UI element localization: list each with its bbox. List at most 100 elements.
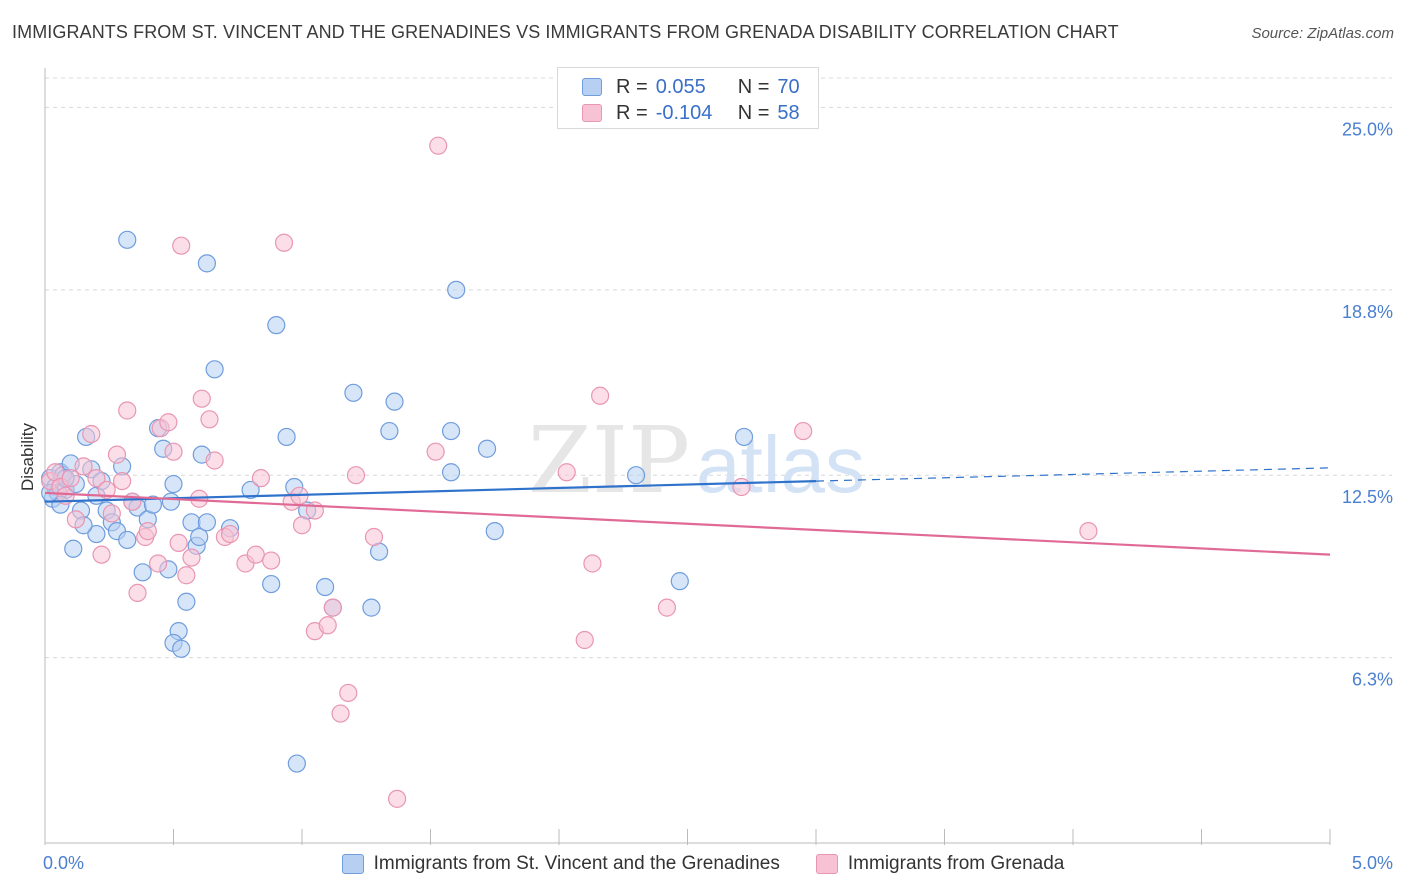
legend-label: Immigrants from St. Vincent and the Gren… <box>373 853 780 874</box>
source-credit: Source: ZipAtlas.com <box>1251 25 1394 42</box>
pink-point <box>732 477 751 497</box>
pink-point <box>92 545 111 564</box>
pink-point <box>205 451 224 470</box>
pink-point <box>591 386 610 405</box>
blue-point <box>380 421 399 441</box>
r-label: R = <box>616 75 648 98</box>
blue-point <box>177 592 196 611</box>
r-value: -0.104 <box>655 101 713 124</box>
pink-point <box>318 616 337 635</box>
pink-point <box>1079 522 1098 541</box>
blue-point <box>143 495 163 514</box>
legend-item-st-vincent[interactable]: Immigrants from St. Vincent and the Gren… <box>341 853 780 875</box>
trend-lines <box>44 467 1331 556</box>
stats-row-blue: R = 0.055 N = 70 <box>582 74 800 100</box>
blue-point <box>277 427 296 447</box>
legend-label: Immigrants from Grenada <box>847 853 1065 874</box>
series-legend: Immigrants from St. Vincent and the Gren… <box>0 850 1406 878</box>
blue-point <box>362 598 381 617</box>
pink-point <box>657 598 677 617</box>
blue-point <box>670 572 689 591</box>
chart-title: IMMIGRANTS FROM ST. VINCENT AND THE GREN… <box>12 22 1119 42</box>
pink-point <box>97 480 116 500</box>
pink-point <box>274 233 294 252</box>
pink-point <box>128 583 147 603</box>
pink-point <box>292 516 312 535</box>
axes <box>44 68 1331 845</box>
blue-point <box>190 527 209 547</box>
watermark: ZIP atlas <box>528 407 865 514</box>
pink-point <box>220 524 240 544</box>
pink-point <box>426 442 445 461</box>
pink-point <box>331 704 350 723</box>
stats-row-pink: R = -0.104 N = 58 <box>582 100 800 126</box>
pink-point <box>118 401 137 420</box>
pink-point <box>429 136 448 155</box>
blue-point <box>197 254 217 273</box>
pink-swatch <box>815 854 838 874</box>
blue-point <box>87 524 106 544</box>
pink-point <box>251 469 270 488</box>
blue-point <box>161 492 181 511</box>
blue-trend-extension <box>815 467 1331 482</box>
watermark-zip: ZIP <box>528 407 690 514</box>
pink-trend-line <box>44 491 1331 556</box>
pink-point <box>575 630 594 650</box>
pink-point <box>192 389 211 408</box>
watermark-atlas: atlas <box>696 420 865 509</box>
tick-labels: 25.0% 18.8% 12.5% 6.3% 0.0% 5.0% <box>43 119 1393 873</box>
pink-point <box>61 469 80 488</box>
pink-point <box>246 545 265 564</box>
blue-point <box>316 577 335 597</box>
blue-point <box>118 230 137 249</box>
blue-swatch <box>341 854 364 874</box>
pink-point <box>66 510 85 529</box>
pink-point <box>794 421 813 441</box>
blue-point <box>447 280 466 299</box>
y-tick-label: 6.3% <box>1352 670 1393 690</box>
blue-point <box>205 360 224 379</box>
legend-item-grenada[interactable]: Immigrants from Grenada <box>815 853 1065 875</box>
pink-point <box>87 469 106 488</box>
pink-point <box>159 413 178 432</box>
pink-point <box>177 566 196 585</box>
pink-point <box>138 522 157 541</box>
blue-point <box>133 563 152 582</box>
blue-point <box>385 392 404 411</box>
r-label: R = <box>616 101 648 124</box>
pink-point <box>364 527 384 547</box>
blue-point <box>441 463 461 482</box>
n-label: N = <box>737 75 770 98</box>
blue-point <box>344 383 363 402</box>
blue-point <box>64 539 83 558</box>
pink-point <box>74 457 93 476</box>
y-tick-label: 12.5% <box>1342 487 1393 507</box>
n-value: 58 <box>777 101 800 124</box>
pink-point <box>583 554 602 573</box>
pink-point <box>262 551 281 570</box>
pink-point <box>172 236 191 255</box>
blue-point <box>267 316 286 335</box>
blue-point <box>197 513 217 532</box>
pink-point <box>82 424 101 444</box>
n-value: 70 <box>777 75 800 98</box>
pink-point <box>182 548 201 567</box>
y-tick-label: 18.8% <box>1342 302 1393 322</box>
blue-point <box>241 480 260 500</box>
pink-point <box>164 442 183 461</box>
pink-point <box>323 598 342 617</box>
x-tick-label: 5.0% <box>1352 853 1393 873</box>
pink-point <box>102 504 121 523</box>
y-tick-label: 25.0% <box>1342 119 1393 139</box>
pink-point <box>346 466 366 485</box>
blue-swatch <box>582 78 602 96</box>
blue-point <box>262 574 281 594</box>
pink-point <box>112 471 132 491</box>
blue-point <box>172 639 191 658</box>
blue-point <box>477 439 497 458</box>
pink-point <box>169 533 188 552</box>
pink-point <box>387 789 407 808</box>
pink-point <box>557 463 576 482</box>
n-label: N = <box>737 101 770 124</box>
